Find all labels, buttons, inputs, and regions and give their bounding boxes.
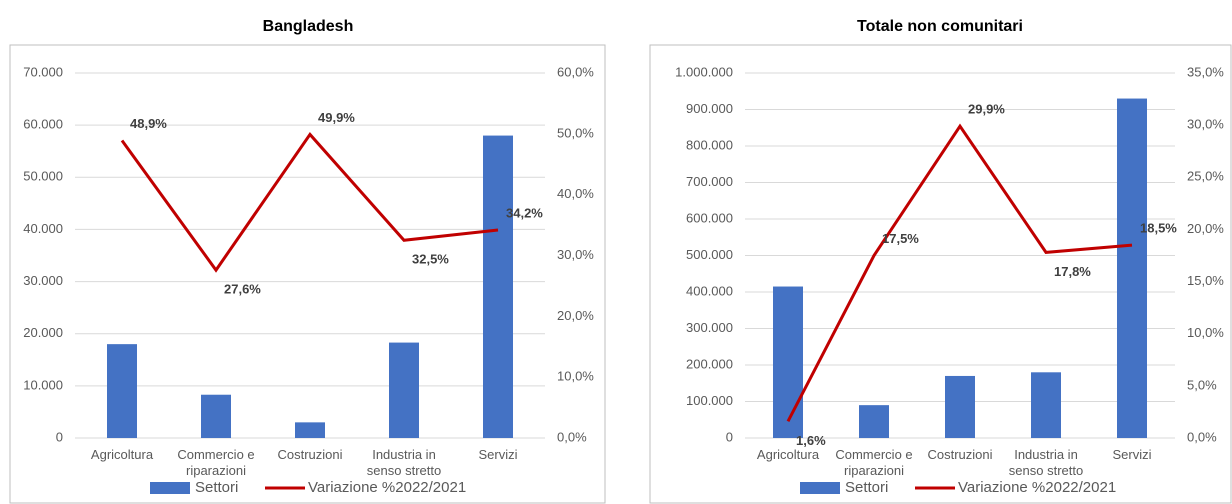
chart-title: Totale non comunitari [857, 18, 1023, 35]
y2-tick-label: 15,0% [1187, 273, 1224, 288]
y2-tick-label: 0,0% [557, 429, 587, 444]
x-tick-label-box: Agricoltura [90, 447, 154, 462]
x-tick-label: Costruzioni [277, 447, 343, 462]
chart-title: Bangladesh [263, 18, 354, 35]
bar [201, 394, 231, 438]
bar [295, 422, 325, 438]
bar [1117, 98, 1147, 439]
legend-swatch [800, 482, 840, 494]
line [120, 132, 499, 273]
bar [945, 375, 975, 438]
y-tick-label: 200.000 [686, 356, 733, 371]
x-tick-label: Agricoltura [90, 447, 154, 462]
data-label: 32,5% [412, 252, 449, 267]
bar [483, 135, 513, 439]
legend-label: Settori [195, 479, 238, 496]
y-tick-label: 0 [56, 429, 63, 444]
legend-label: Variazione %2022/2021 [958, 479, 1116, 496]
x-tick-label: Industria in senso stretto [1008, 447, 1084, 478]
bar [1031, 372, 1061, 438]
x-tick-label-box: Costruzioni [927, 447, 993, 462]
chart-frame [649, 44, 1232, 504]
x-tick-label: Servizi [478, 447, 518, 462]
y-tick-label: 600.000 [686, 210, 733, 225]
x-tick-label-box: Commercio e riparazioni [835, 447, 913, 478]
x-tick-label-box: Industria in senso stretto [1008, 447, 1084, 478]
y-tick-label: 500.000 [686, 247, 733, 262]
data-label: 1,6% [796, 433, 826, 448]
data-label: 49,9% [318, 110, 355, 125]
data-label: 18,5% [1140, 221, 1177, 236]
bar [773, 286, 803, 438]
y-tick-label: 1.000.000 [675, 64, 733, 79]
y-tick-label: 700.000 [686, 174, 733, 189]
y2-tick-label: 30,0% [557, 247, 594, 262]
y2-tick-label: 20,0% [557, 308, 594, 323]
y2-tick-label: 0,0% [1187, 429, 1217, 444]
x-tick-label-box: Commercio e riparazioni [177, 447, 255, 478]
y-tick-label: 800.000 [686, 137, 733, 152]
x-tick-label-box: Agricoltura [756, 447, 820, 462]
data-label: 17,8% [1054, 264, 1091, 279]
y2-tick-label: 35,0% [1187, 64, 1224, 79]
y-tick-label: 60.000 [23, 117, 63, 132]
y2-tick-label: 20,0% [1187, 221, 1224, 236]
x-tick-label-box: Costruzioni [277, 447, 343, 462]
x-tick-label: Agricoltura [756, 447, 820, 462]
line [786, 123, 1133, 423]
x-tick-label: Industria in senso stretto [366, 447, 442, 478]
y2-tick-label: 10,0% [557, 369, 594, 384]
data-label: 17,5% [882, 231, 919, 246]
y-tick-label: 100.000 [686, 393, 733, 408]
legend-swatch [150, 482, 190, 494]
y-tick-label: 300.000 [686, 320, 733, 335]
y-tick-label: 30.000 [23, 273, 63, 288]
legend-label: Settori [845, 479, 888, 496]
bar [389, 342, 419, 438]
y-tick-label: 70.000 [23, 64, 63, 79]
y2-tick-label: 60,0% [557, 64, 594, 79]
x-tick-label: Costruzioni [927, 447, 993, 462]
x-tick-label: Commercio e riparazioni [835, 447, 913, 478]
y2-tick-label: 50,0% [557, 125, 594, 140]
chart-frame [9, 44, 606, 504]
y-tick-label: 40.000 [23, 221, 63, 236]
y2-tick-label: 40,0% [557, 186, 594, 201]
x-tick-label-box: Industria in senso stretto [366, 447, 442, 478]
data-label: 29,9% [968, 102, 1005, 117]
bar [859, 405, 889, 438]
y-tick-label: 0 [726, 429, 733, 444]
y2-tick-label: 10,0% [1187, 325, 1224, 340]
data-label: 48,9% [130, 116, 167, 131]
y-tick-label: 10.000 [23, 377, 63, 392]
legend-label: Variazione %2022/2021 [308, 479, 466, 496]
y2-tick-label: 30,0% [1187, 117, 1224, 132]
x-tick-label: Commercio e riparazioni [177, 447, 255, 478]
data-label: 27,6% [224, 282, 261, 297]
x-tick-label-box: Servizi [1112, 447, 1152, 462]
y-tick-label: 900.000 [686, 101, 733, 116]
x-tick-label-box: Servizi [478, 447, 518, 462]
y2-tick-label: 25,0% [1187, 169, 1224, 184]
data-label: 34,2% [506, 205, 543, 220]
y-tick-label: 20.000 [23, 325, 63, 340]
y-tick-label: 50.000 [23, 169, 63, 184]
y-tick-label: 400.000 [686, 283, 733, 298]
y2-tick-label: 5,0% [1187, 377, 1217, 392]
bar [107, 344, 137, 438]
x-tick-label: Servizi [1112, 447, 1152, 462]
